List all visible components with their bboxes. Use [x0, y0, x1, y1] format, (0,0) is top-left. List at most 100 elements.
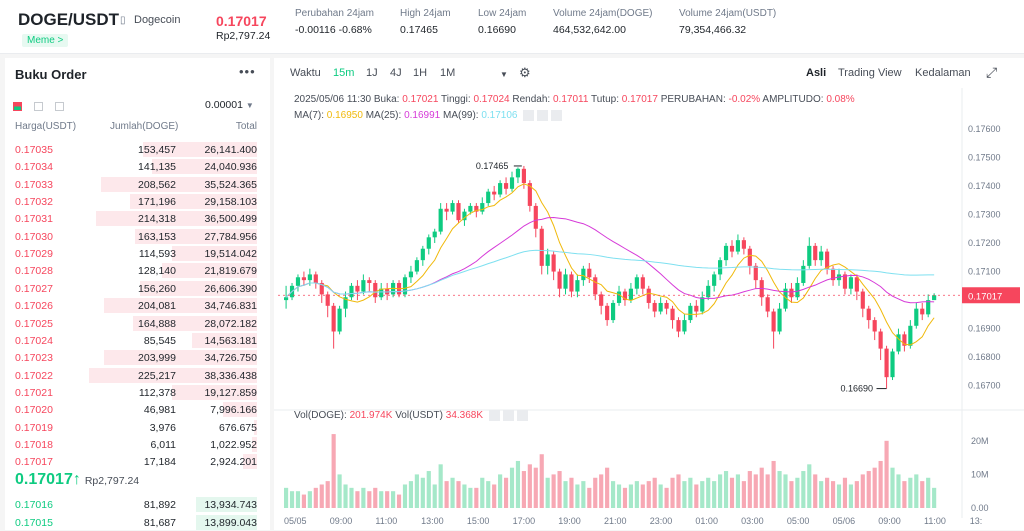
tick-size-select[interactable]: 0.00001 ▼: [205, 99, 254, 111]
depth-bar: [139, 280, 257, 296]
interval-1J[interactable]: 1J: [366, 67, 378, 79]
volume-bar: [688, 477, 693, 508]
interval-1H[interactable]: 1H: [413, 67, 428, 79]
volume-bar: [735, 474, 741, 508]
ma-legend: MA(7): 0.16950 MA(25): 0.16991 MA(99): 0…: [294, 110, 563, 121]
ask-row[interactable]: 0.17029 114,593 19,514.042: [5, 245, 270, 262]
bid-row[interactable]: 0.17016 81,892 13,934.743: [5, 496, 270, 513]
coin-name[interactable]: Dogecoin: [134, 14, 181, 26]
order-amount: 203,999: [138, 352, 176, 365]
ask-row[interactable]: 0.17035 153,457 26,141.400: [5, 141, 270, 158]
settings-icon[interactable]: [537, 110, 549, 121]
order-amount: 85,545: [143, 334, 176, 347]
volume-bar: [319, 484, 324, 508]
candle-body: [444, 208, 449, 212]
view-asli[interactable]: Asli: [806, 67, 827, 79]
candlestick-chart[interactable]: 0.17600 0.17500 0.17400 0.17300 0.17200 0.171…: [274, 58, 1024, 530]
interval-4J[interactable]: 4J: [390, 67, 402, 79]
volume-bar: [373, 487, 378, 508]
eye-icon[interactable]: [523, 110, 535, 121]
candle-body: [611, 302, 616, 321]
candle-body: [735, 240, 741, 252]
ask-row[interactable]: 0.17033 208,562 35,524.365: [5, 176, 270, 193]
ask-row[interactable]: 0.17021 112,378 19,127.859: [5, 384, 270, 401]
order-total: 34,746.831: [204, 300, 257, 313]
candle-body: [783, 288, 788, 309]
book-asks-icon[interactable]: [55, 102, 64, 111]
settings-icon[interactable]: [502, 410, 514, 421]
candle-body: [819, 251, 824, 261]
view-trading-view[interactable]: Trading View: [838, 67, 902, 79]
ask-row[interactable]: 0.17018 6,011 1,022.952: [5, 436, 270, 453]
ask-row[interactable]: 0.17017 17,184 2,924.201: [5, 453, 270, 470]
volume-bar: [396, 494, 402, 508]
price-tick-label: 0.16900: [968, 324, 1001, 334]
ask-row[interactable]: 0.17025 164,888 28,072.182: [5, 315, 270, 332]
close-icon[interactable]: [551, 110, 563, 121]
candle-body: [515, 168, 521, 178]
order-amount: 204,081: [138, 300, 176, 313]
ask-row[interactable]: 0.17022 225,217 38,336.438: [5, 367, 270, 384]
col-price: Harga(USDT): [15, 121, 77, 132]
order-total: 19,514.042: [204, 248, 257, 261]
interval-1M[interactable]: 1M: [440, 67, 456, 79]
volume-bar: [515, 460, 521, 508]
candle-body: [313, 274, 318, 283]
interval-15m[interactable]: 15m: [333, 67, 355, 79]
volume-bar: [842, 477, 848, 508]
candle-body: [765, 297, 770, 312]
ask-row[interactable]: 0.17028 128,140 21,819.679: [5, 262, 270, 279]
close-icon[interactable]: [516, 410, 528, 421]
order-total: 26,606.390: [204, 282, 257, 295]
ask-row[interactable]: 0.17020 46,981 7,996.166: [5, 401, 270, 418]
info-icon[interactable]: ▯: [120, 15, 126, 26]
volume-bar: [408, 481, 414, 508]
ask-row[interactable]: 0.17023 203,999 34,726.750: [5, 349, 270, 366]
order-amount: 225,217: [138, 369, 176, 382]
ask-row[interactable]: 0.17030 163,153 27,784.956: [5, 228, 270, 245]
price-tick-label: 0.17500: [968, 152, 1001, 162]
volume-bar: [289, 491, 295, 508]
ask-row[interactable]: 0.17019 3,976 676.675: [5, 419, 270, 436]
chevron-down-icon[interactable]: ▼: [500, 70, 508, 79]
order-total: 35,524.365: [204, 178, 257, 191]
book-both-icon[interactable]: [13, 102, 22, 111]
candle-body: [533, 205, 538, 229]
category-tag[interactable]: Meme >: [22, 34, 69, 47]
candle-body: [498, 183, 503, 195]
fullscreen-icon[interactable]: ⤢: [986, 64, 998, 80]
view-kedalaman[interactable]: Kedalaman: [915, 67, 971, 79]
candle-body: [920, 308, 925, 315]
depth-bar: [151, 159, 257, 175]
pair-title[interactable]: DOGE/USDT: [18, 10, 120, 29]
gear-icon[interactable]: ⚙: [519, 65, 531, 80]
bid-row[interactable]: 0.17015 81,687 13,899.043: [5, 514, 270, 531]
ask-row[interactable]: 0.17032 171,196 29,158.103: [5, 193, 270, 210]
ask-row[interactable]: 0.17034 141,135 24,040.936: [5, 158, 270, 175]
volume-bar: [391, 491, 396, 508]
last-price-tag: [962, 287, 1020, 304]
time-tick-label: 17:00: [513, 516, 536, 526]
ask-row[interactable]: 0.17031 214,318 36,500.499: [5, 210, 270, 227]
candle-body: [581, 268, 586, 281]
candle-body: [462, 211, 467, 221]
book-bids-icon[interactable]: [34, 102, 43, 111]
eye-icon[interactable]: [488, 410, 500, 421]
high-label: 0.17465: [476, 161, 509, 171]
order-price: 0.17027: [15, 282, 53, 295]
ask-row[interactable]: 0.17024 85,545 14,563.181: [5, 332, 270, 349]
last-price-tag-label: 0.17017: [968, 291, 1002, 302]
ask-row[interactable]: 0.17027 156,260 26,606.390: [5, 280, 270, 297]
volume-bar: [444, 481, 449, 508]
ask-row[interactable]: 0.17026 204,081 34,746.831: [5, 297, 270, 314]
candle-body: [503, 183, 509, 189]
candle-body: [729, 245, 735, 252]
more-icon[interactable]: •••: [239, 64, 256, 79]
time-tick-label: 09:00: [330, 516, 353, 526]
price-tick-label: 0.17200: [968, 238, 1001, 248]
volume-bar: [896, 474, 901, 508]
volume-bar: [563, 481, 568, 508]
order-total: 28,072.182: [204, 317, 257, 330]
order-amount: 46,981: [143, 404, 176, 417]
candle-body: [723, 245, 729, 261]
